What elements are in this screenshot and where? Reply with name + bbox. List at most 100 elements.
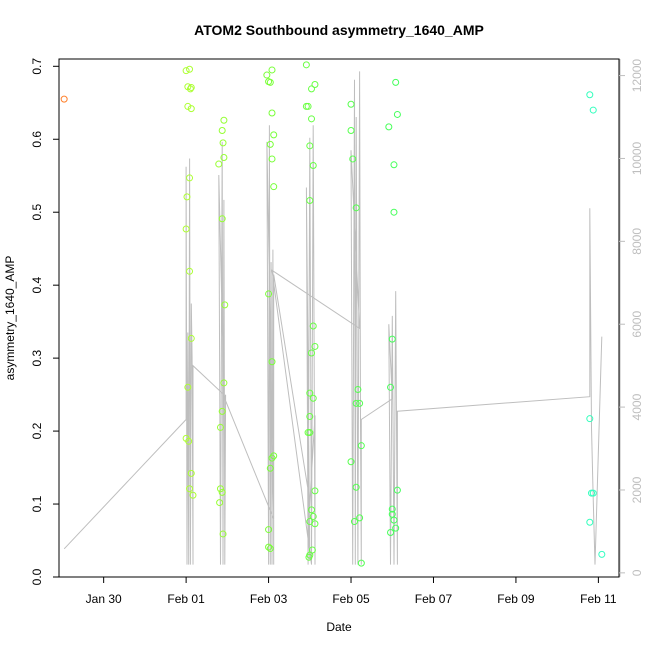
x-tick-label: Feb 05 — [332, 592, 370, 606]
y2-tick-label: 4000 — [630, 393, 644, 420]
data-point — [387, 383, 395, 391]
count-line-series — [63, 71, 603, 565]
data-point — [216, 423, 224, 431]
data-point — [265, 543, 273, 551]
data-point — [187, 105, 195, 113]
data-point — [356, 399, 364, 407]
data-point — [218, 126, 226, 134]
data-point — [347, 458, 355, 466]
data-point — [311, 520, 319, 528]
data-point — [309, 322, 317, 330]
data-point — [392, 524, 400, 532]
y-tick-label: 0.1 — [30, 495, 44, 512]
data-point — [263, 71, 271, 79]
data-point — [216, 499, 224, 507]
data-point — [221, 301, 229, 309]
data-point — [186, 174, 194, 182]
y2-tick-label: 0 — [630, 569, 644, 576]
data-point — [347, 126, 355, 134]
data-point — [388, 505, 396, 513]
x-tick-label: Feb 11 — [580, 592, 617, 606]
data-point — [216, 485, 224, 493]
data-point — [268, 358, 276, 366]
data-point — [311, 342, 319, 350]
data-point — [347, 100, 355, 108]
data-point — [354, 385, 362, 393]
data-point — [311, 487, 319, 495]
data-point — [187, 334, 195, 342]
x-tick-label: Jan 30 — [86, 592, 122, 606]
data-point — [586, 518, 594, 526]
y2-tick-label: 10000 — [630, 141, 644, 175]
data-point — [392, 78, 400, 86]
data-point — [390, 208, 398, 216]
data-point — [311, 81, 319, 89]
data-point — [182, 225, 190, 233]
y-tick-label: 0.3 — [30, 349, 44, 366]
data-point — [186, 485, 194, 493]
data-point — [393, 110, 401, 118]
y-tick-label: 0.5 — [30, 204, 44, 221]
data-point — [598, 550, 606, 558]
data-point — [385, 123, 393, 131]
data-point — [266, 78, 274, 86]
data-point — [268, 109, 276, 117]
y-tick-label: 0.6 — [30, 131, 44, 148]
data-point — [184, 383, 192, 391]
x-axis-label: Date — [326, 620, 352, 634]
data-point — [352, 204, 360, 212]
data-point — [265, 290, 273, 298]
data-point — [306, 142, 314, 150]
data-point — [186, 267, 194, 275]
data-point — [309, 512, 317, 520]
chart-title: ATOM2 Southbound asymmetry_1640_AMP — [194, 22, 484, 38]
data-point — [220, 379, 228, 387]
data-point — [265, 526, 273, 534]
count-line — [63, 71, 603, 565]
data-point — [60, 95, 68, 103]
data-point — [588, 489, 596, 497]
data-point — [357, 442, 365, 450]
data-point — [185, 437, 193, 445]
data-point — [589, 106, 597, 114]
data-point — [306, 389, 314, 397]
data-point — [304, 102, 312, 110]
x-tick-label: Feb 03 — [250, 592, 288, 606]
data-point — [306, 429, 314, 437]
data-point — [187, 83, 195, 91]
plot-frame — [58, 58, 620, 578]
data-point — [306, 197, 314, 205]
y-tick-label: 0.4 — [30, 277, 44, 294]
y-tick-label: 0.7 — [30, 58, 44, 75]
data-point — [215, 160, 223, 168]
data-point — [220, 116, 228, 124]
y2-axis: 0 2000 4000 6000 8000 10000 12000 — [619, 59, 644, 577]
data-point — [218, 407, 226, 415]
y2-tick-label: 6000 — [630, 311, 644, 338]
data-point — [393, 486, 401, 494]
data-point — [387, 528, 395, 536]
data-point — [586, 415, 594, 423]
data-point — [219, 139, 227, 147]
data-point — [268, 66, 276, 74]
x-tick-label: Feb 01 — [167, 592, 205, 606]
data-point — [350, 518, 358, 526]
y-tick-label: 0.2 — [30, 422, 44, 439]
data-point — [220, 153, 228, 161]
x-tick-label: Feb 07 — [415, 592, 453, 606]
y-tick-label: 0.0 — [30, 568, 44, 585]
data-point — [182, 67, 190, 75]
data-point — [352, 399, 360, 407]
data-point — [357, 559, 365, 567]
data-point — [186, 85, 194, 93]
data-point — [266, 140, 274, 148]
data-point — [349, 155, 357, 163]
data-point — [308, 506, 316, 514]
data-point — [309, 394, 317, 402]
data-point — [270, 183, 278, 191]
asymmetry-points-series — [60, 61, 606, 567]
data-point — [308, 115, 316, 123]
data-point — [309, 162, 317, 170]
y-axis: 0.0 0.1 0.2 0.3 0.4 0.5 0.6 0.7 — [30, 58, 59, 585]
